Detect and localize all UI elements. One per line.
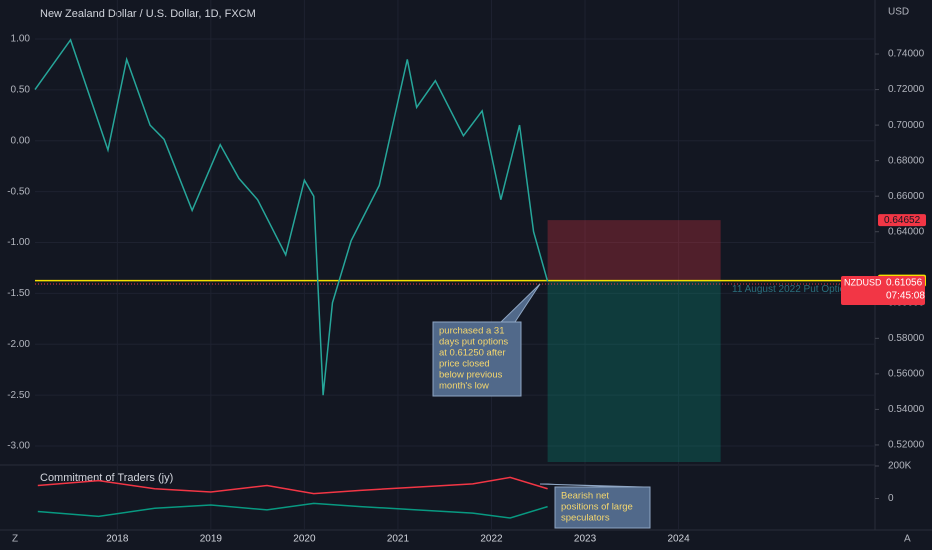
callout-text: speculators <box>561 513 610 524</box>
line-note: 11 August 2022 Put Option @ 0.6125 <box>732 284 898 295</box>
callout-text: at 0.61250 after <box>439 348 506 359</box>
axis-unit: USD <box>888 7 909 18</box>
y-tick-label: -2.00 <box>7 339 30 350</box>
toolbar-button[interactable]: A <box>904 534 911 545</box>
callout-text: Bearish net <box>561 491 609 502</box>
pane-title: Commitment of Traders (jy) <box>40 472 173 484</box>
callout <box>539 483 651 529</box>
y-tick-label: -1.50 <box>7 288 30 299</box>
stop-zone <box>547 220 721 281</box>
target-zone <box>547 280 721 462</box>
callout-text: days put options <box>439 337 508 348</box>
price-label-box <box>878 214 926 227</box>
y2-tick-label: 0.72000 <box>888 84 925 95</box>
x-tick-label: 2023 <box>574 534 597 545</box>
x-tick-label: 2021 <box>387 534 410 545</box>
y-tick-label: 0.00 <box>11 135 31 146</box>
x-tick-label: 2022 <box>480 534 503 545</box>
y2-tick-label: 0.64000 <box>888 226 925 237</box>
y-tick-label: -0.50 <box>7 186 30 197</box>
callout-text: purchased a 31 <box>439 326 505 337</box>
y2-tick-label: 0.52000 <box>888 440 925 451</box>
callout-text: below previous <box>439 370 503 381</box>
callout-text: price closed <box>439 359 490 370</box>
y-tick-label: -3.00 <box>7 441 30 452</box>
x-tick-label: 2020 <box>293 534 316 545</box>
x-tick-label: 2019 <box>200 534 223 545</box>
y-tick-label: 1.00 <box>11 34 31 45</box>
series-line <box>34 38 549 396</box>
symbol-label: NZDUSD <box>844 277 882 287</box>
callout-text: positions of large <box>561 502 633 513</box>
x-tick-label: 2018 <box>106 534 129 545</box>
countdown: 07:45:08 <box>886 291 925 302</box>
y2-tick-label: 0.68000 <box>888 155 925 166</box>
last-price: 0.61056 <box>886 278 923 289</box>
y2-tick-label: 0.54000 <box>888 404 925 415</box>
y-tick-label: 0.50 <box>11 85 31 96</box>
toolbar-button[interactable]: Z <box>12 534 18 545</box>
x-tick-label: 2024 <box>667 534 690 545</box>
y-tick-label: -1.00 <box>7 237 30 248</box>
series-line <box>37 476 548 495</box>
y2-tick-label: 0.74000 <box>888 49 925 60</box>
series-line <box>37 502 548 519</box>
y2-tick-label: 0.66000 <box>888 191 925 202</box>
y2-tick-label: 0.70000 <box>888 120 925 131</box>
y2-tick-label: 0.56000 <box>888 369 925 380</box>
chart-title: New Zealand Dollar / U.S. Dollar, 1D, FX… <box>40 8 256 20</box>
y-tick-label: 0 <box>888 493 894 504</box>
y-tick-label: -2.50 <box>7 390 30 401</box>
symbol-box <box>841 276 925 306</box>
callout-text: month's low <box>439 381 489 392</box>
y-tick-label: 200K <box>888 461 912 472</box>
price-label: 0.64652 <box>884 215 921 226</box>
y2-tick-label: 0.58000 <box>888 333 925 344</box>
callout <box>432 283 541 397</box>
